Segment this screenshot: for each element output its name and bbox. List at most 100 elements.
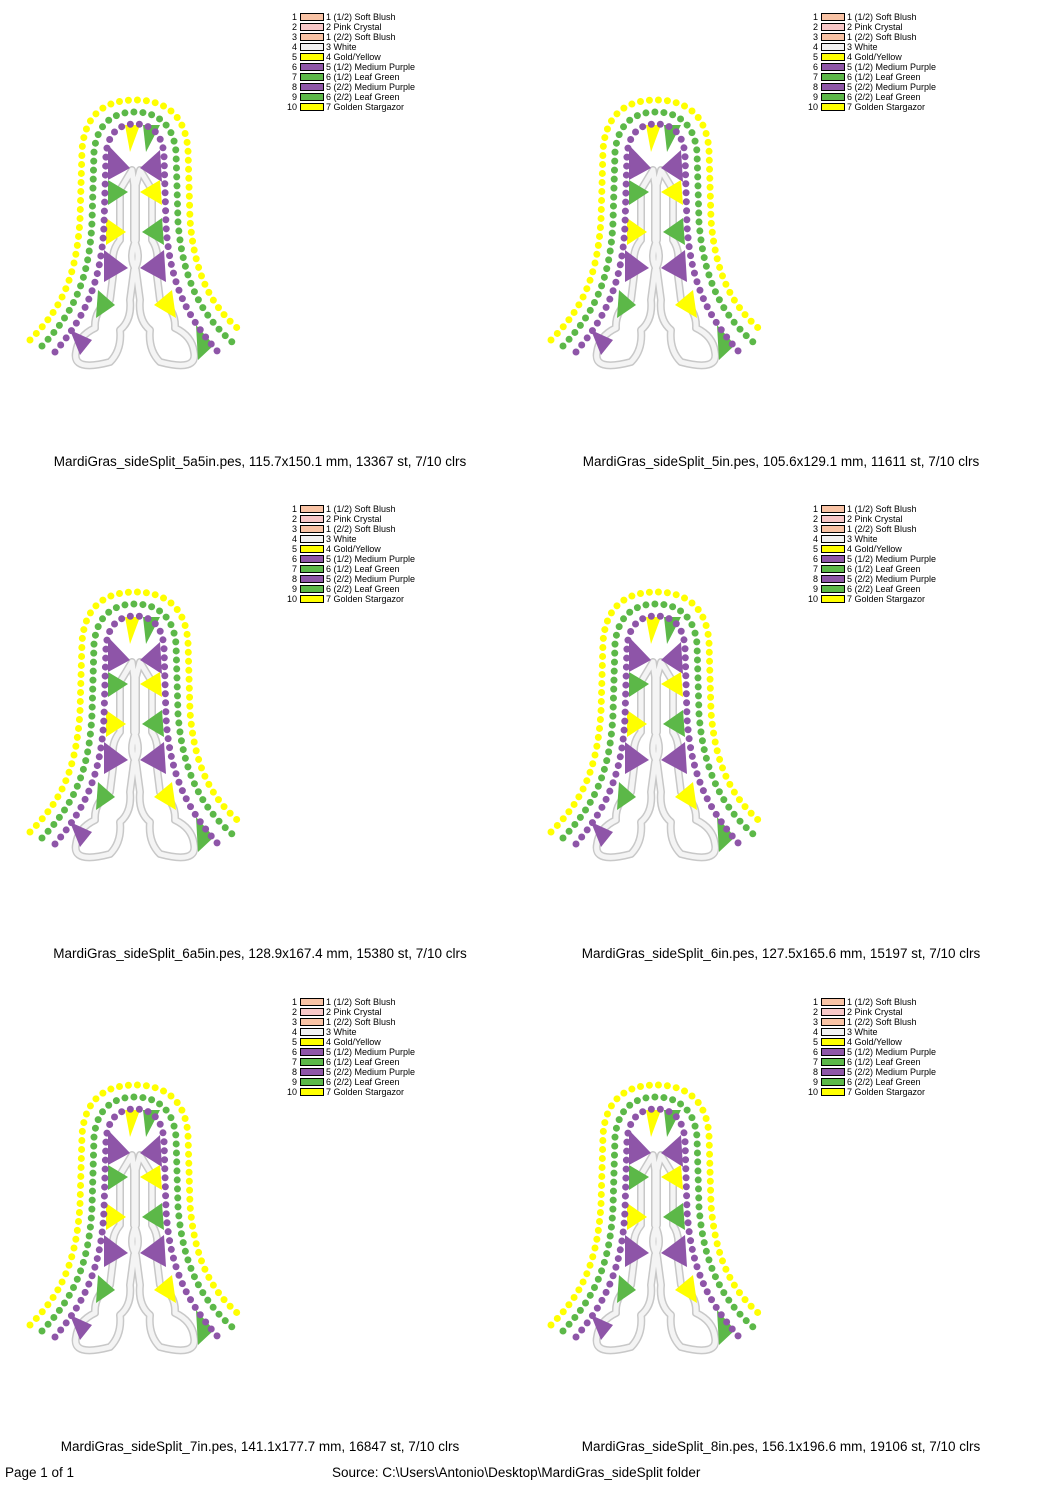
pennant-triangle — [108, 672, 128, 697]
color-swatch — [821, 53, 845, 61]
legend-row: 7 6 (1/2) Leaf Green — [804, 564, 936, 574]
legend-number: 10 — [286, 102, 297, 112]
legend-row: 3 1 (2/2) Soft Blush — [283, 524, 415, 534]
legend-label: 5 (2/2) Medium Purple — [326, 82, 416, 92]
color-swatch — [300, 1078, 324, 1086]
legend-label: 7 Golden Stargazor — [847, 1087, 926, 1097]
legend-number: 7 — [812, 72, 818, 82]
color-swatch — [821, 93, 845, 101]
pennant-triangle — [646, 125, 661, 152]
legend-number: 3 — [291, 32, 297, 42]
color-swatch — [300, 585, 324, 593]
design-preview: 1 1 (1/2) Soft Blush 2 2 Pink Crystal 3 1 (2/… — [521, 985, 1046, 1477]
legend-number: 2 — [291, 514, 297, 524]
legend-row: 10 7 Golden Stargazor — [804, 102, 936, 112]
purple-bead-line — [51, 1105, 222, 1341]
legend-number: 9 — [812, 92, 818, 102]
color-swatch — [821, 73, 845, 81]
legend-number: 2 — [291, 1007, 297, 1017]
legend-row: 9 6 (2/2) Leaf Green — [283, 92, 415, 102]
yellow-bead-line — [26, 1081, 246, 1329]
pennant-triangle — [125, 125, 140, 152]
yellow-bead-line — [547, 588, 767, 836]
legend-number: 7 — [812, 564, 818, 574]
legend-label: 4 Gold/Yellow — [847, 544, 902, 554]
legend-row: 8 5 (2/2) Medium Purple — [804, 574, 936, 584]
legend-label: 1 (2/2) Soft Blush — [847, 1017, 917, 1027]
pennant-triangle — [140, 642, 162, 674]
legend-number: 6 — [812, 554, 818, 564]
legend-number: 8 — [291, 1067, 297, 1077]
color-legend: 1 1 (1/2) Soft Blush 2 2 Pink Crystal 3 1 (2/… — [283, 12, 415, 112]
legend-label: 6 (1/2) Leaf Green — [847, 72, 921, 82]
design-caption: MardiGras_sideSplit_5in.pes, 105.6x129.1… — [582, 454, 980, 469]
pennant-triangle — [70, 330, 92, 355]
legend-number: 7 — [812, 1057, 818, 1067]
legend-number: 4 — [812, 534, 818, 544]
purple-bead-line — [572, 1105, 743, 1341]
legend-number: 8 — [812, 82, 818, 92]
legend-number: 6 — [291, 62, 297, 72]
pennant-triangle — [629, 180, 649, 205]
design-caption: MardiGras_sideSplit_6in.pes, 127.5x165.6… — [581, 946, 981, 961]
legend-row: 8 5 (2/2) Medium Purple — [283, 574, 415, 584]
design-caption: MardiGras_sideSplit_8in.pes, 156.1x196.6… — [581, 1439, 981, 1454]
color-swatch — [821, 1088, 845, 1096]
pennant-triangle — [140, 250, 166, 282]
color-swatch — [821, 555, 845, 563]
pennant-triangle — [96, 290, 115, 318]
legend-label: 6 (2/2) Leaf Green — [326, 584, 400, 594]
legend-row: 6 5 (1/2) Medium Purple — [283, 1047, 415, 1057]
legend-row: 3 1 (2/2) Soft Blush — [804, 524, 936, 534]
pennant-triangle — [154, 290, 176, 318]
legend-number: 6 — [812, 62, 818, 72]
legend-label: 6 (2/2) Leaf Green — [326, 1077, 400, 1087]
legend-row: 10 7 Golden Stargazor — [283, 1087, 415, 1097]
legend-label: 6 (1/2) Leaf Green — [326, 1057, 400, 1067]
legend-row: 6 5 (1/2) Medium Purple — [283, 62, 415, 72]
legend-row: 9 6 (2/2) Leaf Green — [283, 1077, 415, 1087]
legend-label: 5 (2/2) Medium Purple — [326, 574, 416, 584]
pennant-triangle — [104, 250, 128, 282]
design-caption: MardiGras_sideSplit_7in.pes, 141.1x177.7… — [60, 1439, 460, 1454]
legend-number: 3 — [812, 32, 818, 42]
color-swatch — [821, 43, 845, 51]
yellow-bead-line — [26, 588, 246, 836]
color-swatch — [821, 1008, 845, 1016]
legend-number: 8 — [812, 1067, 818, 1077]
pennant-triangle — [106, 1203, 126, 1230]
color-swatch — [300, 1058, 324, 1066]
legend-row: 3 1 (2/2) Soft Blush — [804, 32, 936, 42]
pennant-triangle — [617, 1275, 636, 1303]
purple-bead-line — [572, 612, 743, 848]
pennant-triangle — [108, 1165, 128, 1190]
legend-row: 2 2 Pink Crystal — [283, 514, 415, 524]
legend-row: 10 7 Golden Stargazor — [283, 102, 415, 112]
color-swatch — [300, 1048, 324, 1056]
pennant-triangle — [661, 180, 683, 205]
color-swatch — [300, 83, 324, 91]
legend-label: 6 (2/2) Leaf Green — [847, 1077, 921, 1087]
legend-row: 6 5 (1/2) Medium Purple — [804, 1047, 936, 1057]
design-caption: MardiGras_sideSplit_5a5in.pes, 115.7x150… — [53, 454, 467, 469]
legend-number: 10 — [286, 594, 297, 604]
pennant-triangle — [629, 145, 651, 180]
legend-label: 2 Pink Crystal — [326, 514, 382, 524]
pennant-triangle — [625, 1235, 649, 1267]
color-legend: 1 1 (1/2) Soft Blush 2 2 Pink Crystal 3 1 (2/… — [804, 504, 936, 604]
legend-label: 6 (2/2) Leaf Green — [326, 92, 400, 102]
source-path: Source: C:\Users\Antonio\Desktop\MardiGr… — [332, 1465, 701, 1480]
legend-row: 2 2 Pink Crystal — [283, 1007, 415, 1017]
pennant-triangle — [661, 742, 687, 774]
legend-label: 5 (2/2) Medium Purple — [847, 82, 937, 92]
legend-row: 4 3 White — [283, 1027, 415, 1037]
color-swatch — [300, 515, 324, 523]
color-swatch — [821, 23, 845, 31]
pennant-triangle — [125, 1110, 140, 1137]
legend-row: 10 7 Golden Stargazor — [804, 1087, 936, 1097]
legend-label: 1 (1/2) Soft Blush — [326, 997, 396, 1007]
pennant-triangle — [591, 1315, 613, 1340]
legend-label: 4 Gold/Yellow — [326, 52, 381, 62]
legend-label: 3 White — [326, 42, 357, 52]
legend-row: 5 4 Gold/Yellow — [804, 1037, 936, 1047]
